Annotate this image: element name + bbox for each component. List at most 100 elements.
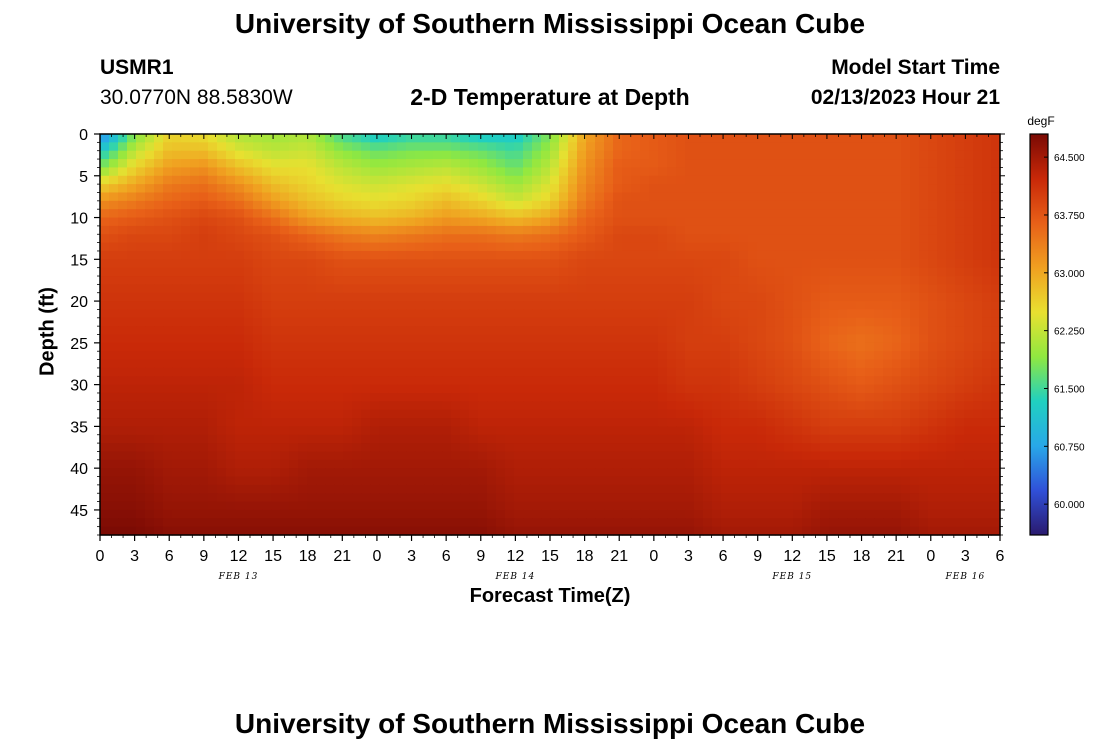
heatmap-cell xyxy=(469,443,479,453)
heatmap-cell xyxy=(451,184,461,194)
heatmap-cell xyxy=(595,434,605,444)
heatmap-cell xyxy=(496,326,506,336)
heatmap-cell xyxy=(460,392,470,402)
heatmap-cell xyxy=(199,284,209,294)
heatmap-cell xyxy=(703,234,713,244)
heatmap-cell xyxy=(964,459,974,469)
heatmap-cell xyxy=(118,309,128,319)
heatmap-cell xyxy=(424,142,434,152)
heatmap-cell xyxy=(460,334,470,344)
heatmap-cell xyxy=(514,409,524,419)
heatmap-cell xyxy=(712,484,722,494)
heatmap-cell xyxy=(937,326,947,336)
heatmap-cell xyxy=(775,392,785,402)
heatmap-cell xyxy=(685,351,695,361)
heatmap-cell xyxy=(469,518,479,528)
heatmap-cell xyxy=(253,276,263,285)
heatmap-cell xyxy=(190,175,200,185)
heatmap-cell xyxy=(226,501,236,511)
heatmap-cell xyxy=(109,501,119,511)
heatmap-cell xyxy=(298,501,308,511)
heatmap-cell xyxy=(127,142,137,152)
heatmap-cell xyxy=(928,518,938,528)
heatmap-cell xyxy=(289,401,299,411)
heatmap-cell xyxy=(775,284,785,294)
heatmap-cell xyxy=(946,301,956,311)
heatmap-cell xyxy=(253,292,263,302)
heatmap-cell xyxy=(424,234,434,244)
heatmap-cell xyxy=(856,167,866,177)
heatmap-cell xyxy=(892,134,902,143)
heatmap-cell xyxy=(865,493,875,503)
heatmap-cell xyxy=(433,501,443,511)
heatmap-cell xyxy=(910,401,920,411)
heatmap-cell xyxy=(811,276,821,285)
heatmap-cell xyxy=(352,284,362,294)
heatmap-cell xyxy=(541,468,551,478)
heatmap-cell xyxy=(613,134,623,143)
heatmap-cell xyxy=(100,217,110,227)
heatmap-cell xyxy=(118,200,128,210)
heatmap-cell xyxy=(514,192,524,202)
heatmap-cell xyxy=(145,526,155,536)
heatmap-cell xyxy=(928,184,938,194)
heatmap-cell xyxy=(244,334,254,344)
heatmap-cell xyxy=(163,459,173,469)
heatmap-cell xyxy=(523,501,533,511)
heatmap-cell xyxy=(199,259,209,269)
heatmap-cell xyxy=(559,476,569,486)
heatmap-cell xyxy=(739,392,749,402)
heatmap-cell xyxy=(604,284,614,294)
heatmap-cell xyxy=(658,250,668,260)
heatmap-cell xyxy=(415,392,425,402)
heatmap-cell xyxy=(802,434,812,444)
heatmap-cell xyxy=(847,217,857,227)
heatmap-cell xyxy=(937,518,947,528)
heatmap-cell xyxy=(874,509,884,519)
heatmap-cell xyxy=(532,376,542,386)
heatmap-cell xyxy=(694,301,704,311)
heatmap-cell xyxy=(559,292,569,302)
heatmap-cell xyxy=(397,159,407,169)
heatmap-cell xyxy=(937,184,947,194)
heatmap-cell xyxy=(937,459,947,469)
heatmap-cell xyxy=(631,150,641,160)
heatmap-cell xyxy=(505,276,515,285)
heatmap-cell xyxy=(496,142,506,152)
heatmap-cell xyxy=(631,167,641,177)
heatmap-cell xyxy=(523,351,533,361)
heatmap-cell xyxy=(190,301,200,311)
heatmap-cell xyxy=(973,259,983,269)
heatmap-cell xyxy=(586,175,596,185)
heatmap-cell xyxy=(109,200,119,210)
heatmap-cell xyxy=(469,468,479,478)
heatmap-cell xyxy=(217,234,227,244)
heatmap-cell xyxy=(289,284,299,294)
heatmap-cell xyxy=(721,426,731,436)
heatmap-cell xyxy=(982,501,992,511)
heatmap-cell xyxy=(865,359,875,369)
heatmap-cell xyxy=(793,326,803,336)
heatmap-cell xyxy=(568,192,578,202)
heatmap-cell xyxy=(487,518,497,528)
heatmap-cell xyxy=(370,459,380,469)
heatmap-cell xyxy=(829,434,839,444)
heatmap-cell xyxy=(784,367,794,377)
heatmap-cell xyxy=(730,501,740,511)
heatmap-cell xyxy=(874,159,884,169)
heatmap-cell xyxy=(271,159,281,169)
heatmap-cell xyxy=(145,159,155,169)
heatmap-cell xyxy=(928,509,938,519)
heatmap-cell xyxy=(136,501,146,511)
heatmap-cell xyxy=(667,309,677,319)
heatmap-cell xyxy=(136,150,146,160)
heatmap-cell xyxy=(577,459,587,469)
heatmap-cell xyxy=(163,401,173,411)
heatmap-cell xyxy=(271,267,281,277)
heatmap-cell xyxy=(568,451,578,461)
heatmap-cell xyxy=(775,150,785,160)
heatmap-cell xyxy=(154,526,164,536)
heatmap-cell xyxy=(658,142,668,152)
heatmap-cell xyxy=(703,376,713,386)
heatmap-cell xyxy=(451,301,461,311)
